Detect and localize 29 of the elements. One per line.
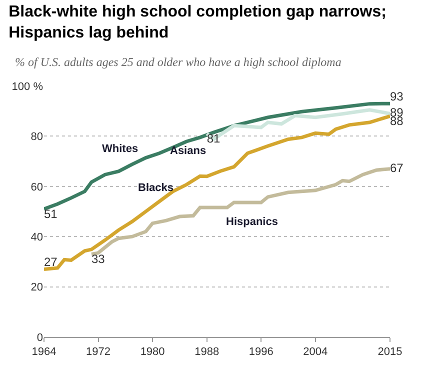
y-tick-label: 60 [30, 181, 43, 194]
y-tick-label: 0 [36, 332, 43, 344]
line-series [44, 114, 390, 271]
x-tick-label: 1980 [140, 346, 165, 358]
y-tick-label: 40 [30, 231, 43, 244]
data-label: 33 [91, 252, 106, 266]
series-label: Asians [170, 145, 206, 157]
series-label: Blacks [138, 182, 174, 194]
chart-subtitle: % of U.S. adults ages 25 and older who have a high school diploma [15, 55, 342, 69]
chart-title: Black-white high school completion gap narrows; Hispanics lag behind [8, 4, 386, 42]
y-tick-label: 100 % [12, 80, 44, 93]
data-label: 27 [44, 255, 58, 270]
y-tick-label: 20 [30, 282, 43, 294]
line-series [44, 102, 390, 211]
x-tick-label: 1972 [86, 346, 111, 358]
series-label: Whites [102, 143, 138, 155]
x-tick-label: 2015 [378, 346, 402, 358]
line-series [90, 167, 390, 256]
x-tick-label: 1964 [32, 346, 56, 358]
x-tick-label: 1988 [194, 346, 220, 358]
series-label: Hispanics [226, 216, 278, 228]
y-tick-label: 80 [30, 131, 43, 144]
line-series [205, 108, 390, 141]
x-tick-label: 2004 [303, 346, 328, 358]
data-label: 93 [390, 90, 404, 104]
data-label: 51 [44, 206, 58, 221]
data-label: 67 [390, 160, 404, 175]
data-label: 81 [206, 132, 220, 146]
x-tick-label: 1996 [248, 346, 274, 358]
